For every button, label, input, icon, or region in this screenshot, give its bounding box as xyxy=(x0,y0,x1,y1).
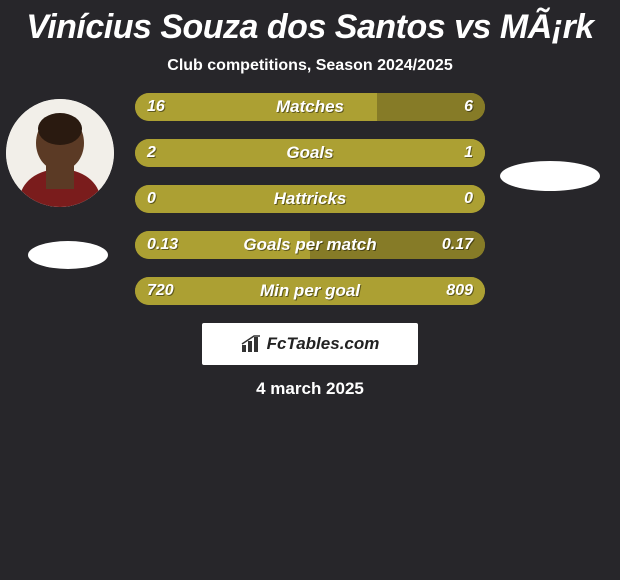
branding-text: FcTables.com xyxy=(267,334,380,354)
branding-badge: FcTables.com xyxy=(202,323,418,365)
date-label: 4 march 2025 xyxy=(0,379,620,399)
page-title: Vinícius Souza dos Santos vs MÃ¡rk xyxy=(0,0,620,47)
player-right-flag xyxy=(500,161,600,191)
stat-row: 720Min per goal809 xyxy=(135,277,485,305)
stat-label: Min per goal xyxy=(135,281,485,301)
person-icon xyxy=(6,99,114,207)
player-left-avatar xyxy=(6,99,114,207)
stat-label: Matches xyxy=(135,97,485,117)
player-left-flag xyxy=(28,241,108,269)
stat-row: 0.13Goals per match0.17 xyxy=(135,231,485,259)
stat-row: 2Goals1 xyxy=(135,139,485,167)
stat-row: 16Matches6 xyxy=(135,93,485,121)
stat-value-right: 1 xyxy=(464,144,473,162)
stat-value-right: 6 xyxy=(464,98,473,116)
stats-table: 16Matches6 2Goals1 0Hattricks0 0.13Goals pe… xyxy=(135,93,485,305)
subtitle: Club competitions, Season 2024/2025 xyxy=(0,57,620,75)
stat-label: Goals xyxy=(135,143,485,163)
stat-value-right: 0 xyxy=(464,190,473,208)
stat-row: 0Hattricks0 xyxy=(135,185,485,213)
chart-icon xyxy=(241,335,263,353)
stat-value-right: 0.17 xyxy=(442,236,473,254)
stat-label: Goals per match xyxy=(135,235,485,255)
comparison-card: Vinícius Souza dos Santos vs MÃ¡rk Club … xyxy=(0,0,620,399)
players-row: 16Matches6 2Goals1 0Hattricks0 0.13Goals pe… xyxy=(0,93,620,305)
stat-label: Hattricks xyxy=(135,189,485,209)
stat-value-right: 809 xyxy=(446,282,473,300)
